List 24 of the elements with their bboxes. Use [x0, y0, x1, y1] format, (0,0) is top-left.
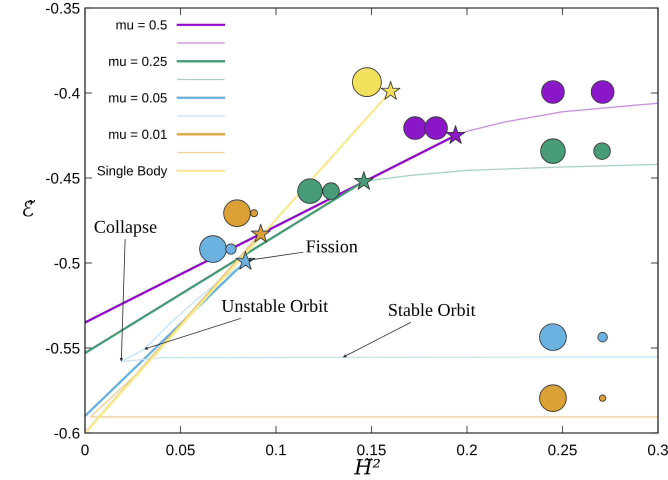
y-tick-label: -0.55 — [46, 342, 80, 354]
legend-label: mu = 0.05 — [109, 93, 167, 103]
y-tick-label: -0.5 — [54, 258, 80, 269]
x-tick-label: 0.1 — [266, 444, 286, 456]
x-tick-label: 0.3 — [648, 444, 668, 456]
y-tick-label: -0.4 — [54, 88, 80, 99]
x-tick-label: 0 — [81, 444, 89, 456]
annotation: Fission — [306, 240, 358, 252]
x-tick-label: 0.2 — [456, 444, 477, 456]
legend-label: mu = 0.5 — [116, 20, 167, 30]
x-axis-title: H̃² — [354, 458, 380, 474]
annotation: Unstable Orbit — [222, 299, 328, 312]
y-tick-label: -0.45 — [46, 172, 80, 184]
y-axis-title: ℰ̃ — [23, 200, 36, 216]
legend-label: Single Body — [97, 166, 168, 178]
annotation: Collapse — [94, 220, 156, 237]
legend-label: mu = 0.01 — [109, 130, 167, 139]
y-tick-label: -0.35 — [46, 2, 80, 14]
x-tick-label: 0.15 — [357, 444, 386, 456]
x-tick-label: 0.25 — [548, 444, 577, 456]
annotation: Stable Orbit — [389, 303, 476, 316]
y-tick-label: -0.6 — [54, 428, 80, 439]
x-tick-label: 0.05 — [166, 444, 195, 456]
legend-label: mu = 0.25 — [109, 56, 167, 66]
